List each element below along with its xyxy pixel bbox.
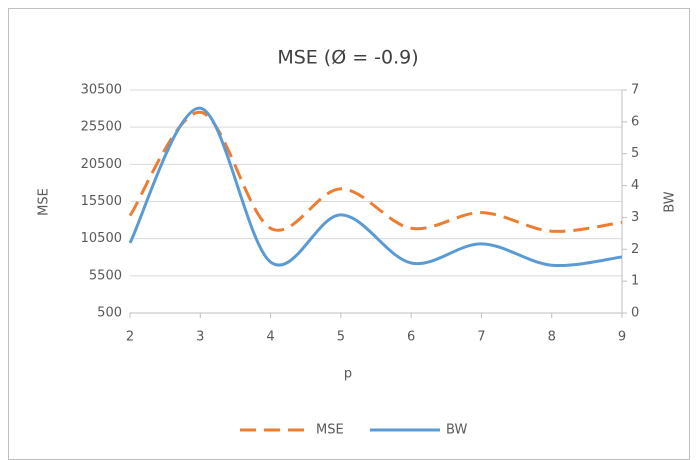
legend-label: MSE: [316, 423, 344, 438]
line-series: [128, 110, 623, 233]
y-tick-label: 30500: [81, 83, 122, 98]
x-tick-label: 7: [477, 330, 485, 345]
x-axis-label: p: [344, 367, 352, 382]
y2-axis-label: BW: [663, 191, 678, 212]
x-tick-label: 9: [618, 330, 626, 345]
y2-tick-label: 1: [631, 274, 639, 289]
chart-area: [8, 8, 690, 460]
y2-tick-label: 3: [631, 210, 639, 225]
x-tick-label: 8: [548, 330, 556, 345]
y-tick-label: 15500: [81, 194, 122, 209]
y-axis-label: MSE: [37, 188, 52, 216]
y2-tick-label: 2: [631, 242, 639, 257]
chart-title: MSE (Ø = -0.9): [277, 47, 418, 69]
y-tick-label: 25500: [81, 120, 122, 135]
y-tick-label: 20500: [81, 157, 122, 172]
y-tick-label: 5500: [89, 268, 122, 283]
x-tick-label: 3: [196, 330, 204, 345]
x-tick-label: 5: [337, 330, 345, 345]
x-tick-label: 6: [407, 330, 415, 345]
y2-tick-label: 0: [631, 306, 639, 321]
x-tick-label: 4: [266, 330, 274, 345]
y2-tick-label: 5: [631, 146, 639, 161]
legend-label: BW: [446, 423, 467, 438]
y-tick-label: 500: [97, 306, 122, 321]
line-series: [128, 106, 623, 268]
y2-tick-label: 6: [631, 114, 639, 129]
x-tick-label: 2: [126, 330, 134, 345]
y2-tick-label: 4: [631, 178, 639, 193]
y-tick-label: 10500: [81, 231, 122, 246]
y2-tick-label: 7: [631, 83, 639, 98]
